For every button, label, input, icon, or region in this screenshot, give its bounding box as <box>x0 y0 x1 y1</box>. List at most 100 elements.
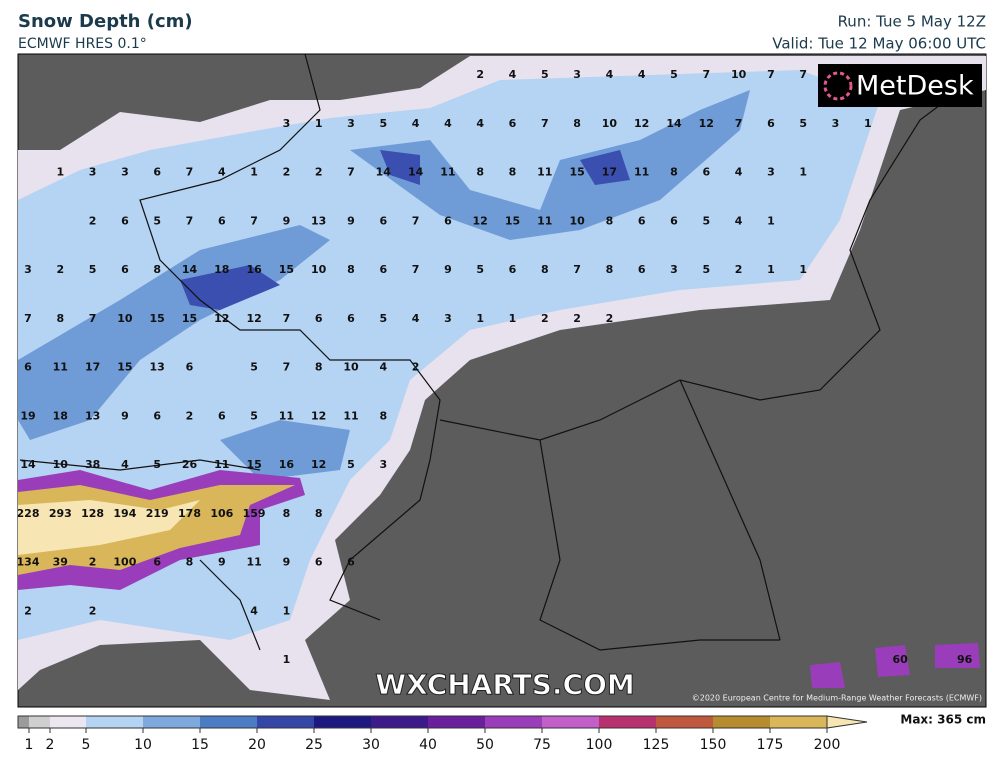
legend-label: 25 <box>305 737 323 753</box>
snow-depth-label: 1 <box>864 117 872 130</box>
legend-label: 30 <box>362 737 380 753</box>
snow-depth-label: 5 <box>799 117 807 130</box>
snow-depth-label: 15 <box>117 361 132 374</box>
snow-depth-label: 7 <box>573 263 581 276</box>
legend: 1 2 5 10 15 20 25 30 40 50 75 100 125 150 175 200 <box>17 715 868 753</box>
snow-depth-label: 38 <box>85 458 100 471</box>
snow-depth-label: 8 <box>606 263 614 276</box>
snow-depth-label: 8 <box>315 361 323 374</box>
snow-depth-label: 11 <box>279 409 294 422</box>
snow-depth-label: 4 <box>412 117 420 130</box>
watermark: WXCHARTS.COM <box>375 668 635 701</box>
snow-depth-label: 5 <box>476 263 484 276</box>
snow-depth-label: 6 <box>347 556 355 569</box>
snow-depth-label: 5 <box>702 214 710 227</box>
snow-depth-label: 8 <box>379 409 387 422</box>
snow-depth-label: 6 <box>670 214 678 227</box>
title: Snow Depth (cm) <box>18 11 193 32</box>
legend-swatch <box>713 716 770 728</box>
snow-depth-label: 9 <box>347 214 355 227</box>
snow-depth-label: 3 <box>121 166 129 179</box>
snow-depth-label: 6 <box>638 263 646 276</box>
run-time: Run: Tue 5 May 12Z <box>838 13 986 31</box>
snow-depth-label: 2 <box>412 361 420 374</box>
legend-swatch <box>257 716 314 728</box>
snow-depth-label: 8 <box>606 214 614 227</box>
copyright: ©2020 European Centre for Medium-Range W… <box>692 694 982 703</box>
snow-depth-label: 5 <box>153 458 161 471</box>
snow-depth-label: 1 <box>767 263 775 276</box>
snow-depth-label: 4 <box>444 117 452 130</box>
snow-depth-label: 3 <box>573 68 581 81</box>
legend-swatch <box>599 716 656 728</box>
snow-depth-label: 5 <box>541 68 549 81</box>
snow-depth-label: 2 <box>735 263 743 276</box>
valid-time: Valid: Tue 12 May 06:00 UTC <box>772 35 986 53</box>
snow-depth-label: 3 <box>283 117 291 130</box>
legend-swatch <box>542 716 599 728</box>
snow-depth-label: 9 <box>283 556 291 569</box>
snow-depth-label: 6 <box>702 166 710 179</box>
snow-depth-label: 5 <box>153 214 161 227</box>
snow-depth-label: 96 <box>957 653 973 666</box>
snow-depth-label: 6 <box>121 214 129 227</box>
snow-depth-label: 106 <box>210 507 233 520</box>
snow-depth-label: 6 <box>153 556 161 569</box>
legend-label: 50 <box>476 737 494 753</box>
snow-depth-label: 7 <box>541 117 549 130</box>
snow-depth-label: 10 <box>53 458 69 471</box>
legend-swatch <box>770 716 827 728</box>
snow-depth-label: 6 <box>24 361 32 374</box>
snow-depth-label: 8 <box>315 507 323 520</box>
snow-depth-label: 3 <box>670 263 678 276</box>
snow-depth-label: 13 <box>311 214 326 227</box>
snow-depth-label: 3 <box>767 166 775 179</box>
snow-depth-label: 11 <box>246 556 261 569</box>
snow-depth-label: 7 <box>347 166 355 179</box>
snow-depth-label: 4 <box>250 604 258 617</box>
snow-depth-label: 4 <box>218 166 226 179</box>
snow-depth-label: 13 <box>85 409 100 422</box>
snow-depth-label: 7 <box>283 361 291 374</box>
snow-depth-label: 8 <box>541 263 549 276</box>
snow-depth-label: 15 <box>279 263 294 276</box>
snow-depth-label: 9 <box>444 263 452 276</box>
snow-depth-label: 7 <box>412 214 420 227</box>
snow-patches <box>810 643 980 688</box>
snow-depth-label: 2 <box>573 312 581 325</box>
snow-depth-label: 14 <box>408 166 424 179</box>
legend-swatch <box>50 716 86 728</box>
snow-depth-label: 4 <box>735 214 743 227</box>
snow-depth-label: 10 <box>117 312 133 325</box>
snow-depth-label: 7 <box>250 214 258 227</box>
snow-depth-label: 12 <box>311 458 326 471</box>
snow-depth-label: 14 <box>182 263 198 276</box>
snow-depth-label: 15 <box>505 214 520 227</box>
snow-depth-label: 19 <box>20 409 35 422</box>
legend-label: 175 <box>757 737 784 753</box>
snow-depth-label: 11 <box>53 361 68 374</box>
snow-depth-label: 8 <box>670 166 678 179</box>
snow-depth-label: 2 <box>56 263 64 276</box>
snow-depth-label: 9 <box>283 214 291 227</box>
snow-depth-label: 6 <box>509 263 517 276</box>
snow-depth-label: 2 <box>89 604 97 617</box>
legend-label: 200 <box>814 737 841 753</box>
legend-label: 75 <box>533 737 551 753</box>
snow-depth-label: 4 <box>638 68 646 81</box>
snow-depth-label: 3 <box>24 263 32 276</box>
snow-depth-label: 159 <box>243 507 266 520</box>
snow-depth-label: 6 <box>379 214 387 227</box>
snow-depth-label: 5 <box>250 361 258 374</box>
snow-depth-label: 6 <box>121 263 129 276</box>
snow-depth-label: 1 <box>283 653 291 666</box>
snow-depth-label: 219 <box>146 507 169 520</box>
legend-label: 125 <box>643 737 670 753</box>
snow-depth-label: 228 <box>17 507 40 520</box>
snow-depth-label: 11 <box>537 214 552 227</box>
logo-box <box>818 64 982 107</box>
legend-label: 10 <box>134 737 152 753</box>
snow-depth-label: 11 <box>343 409 358 422</box>
snow-depth-label: 6 <box>638 214 646 227</box>
snow-depth-label: 6 <box>767 117 775 130</box>
